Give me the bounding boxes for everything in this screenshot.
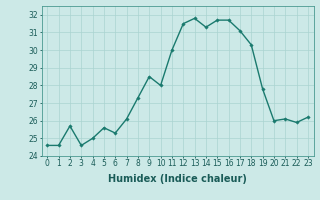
X-axis label: Humidex (Indice chaleur): Humidex (Indice chaleur) (108, 174, 247, 184)
